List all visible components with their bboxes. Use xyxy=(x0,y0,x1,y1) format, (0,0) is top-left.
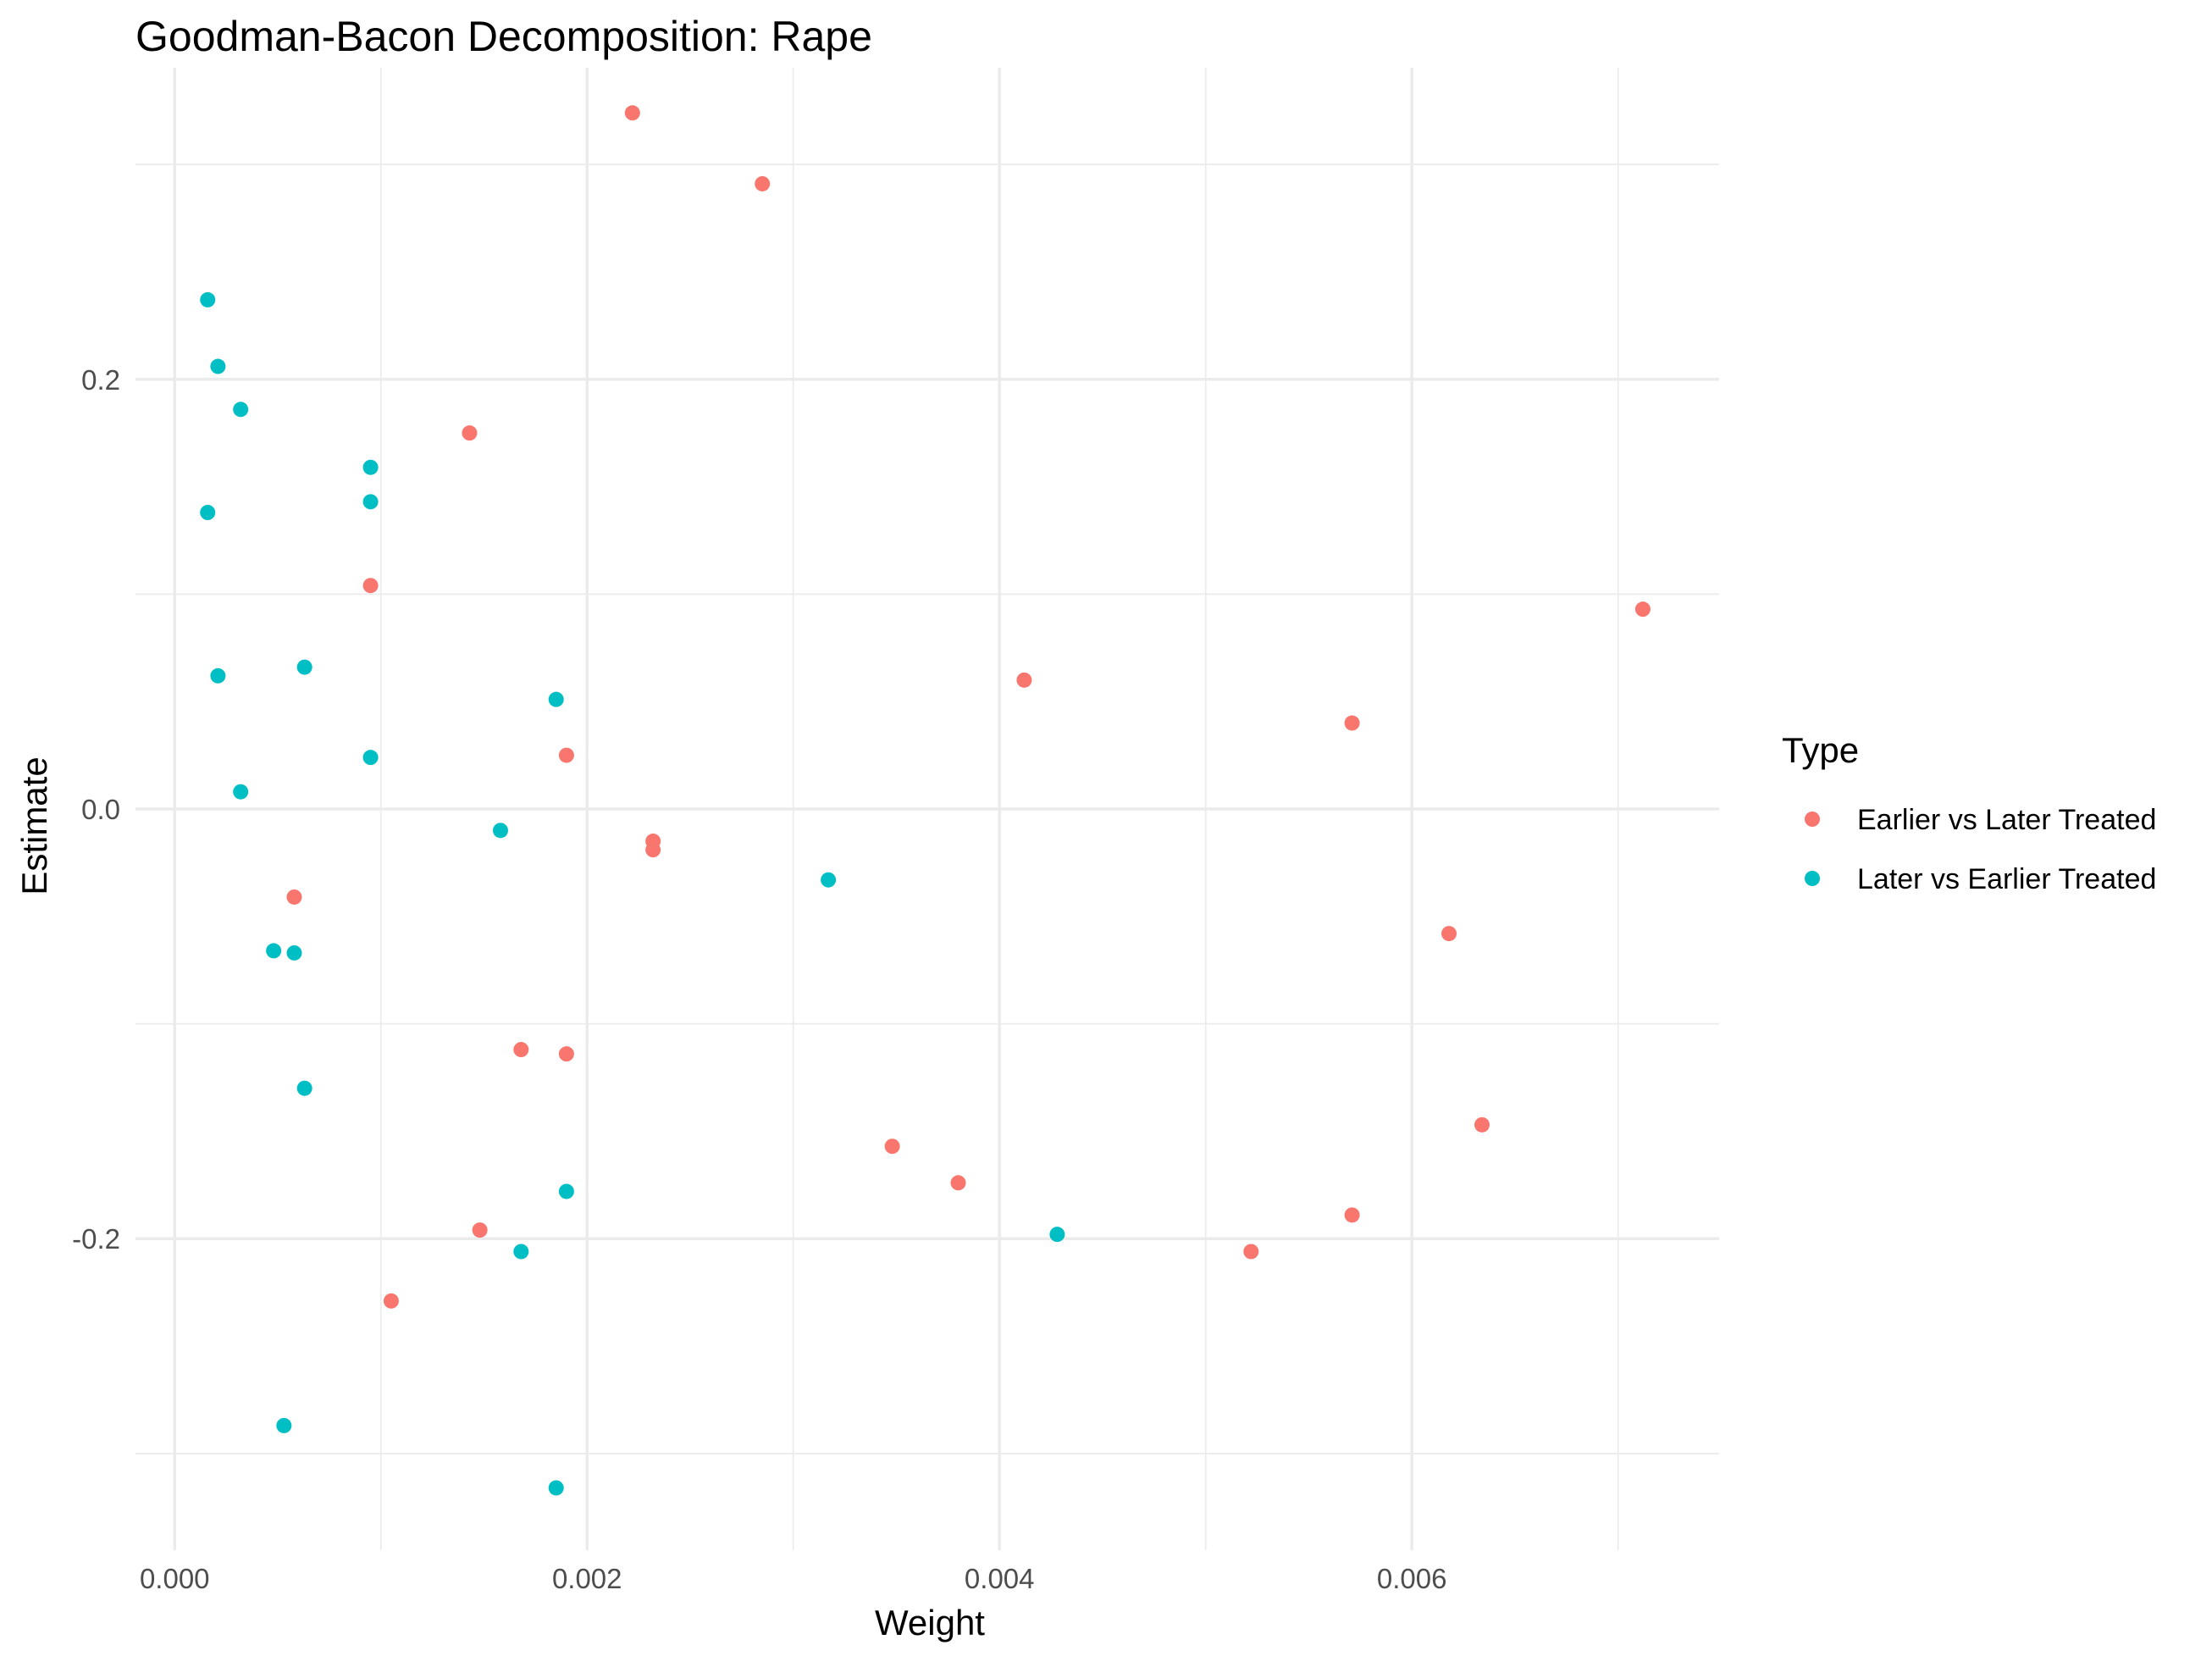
point-later-vs-earlier xyxy=(266,943,282,959)
point-earlier-vs-later xyxy=(950,1175,966,1191)
point-earlier-vs-later xyxy=(286,889,302,905)
y-axis-ticks: -0.2 0.0 0.2 xyxy=(72,364,120,1255)
y-tick-label: -0.2 xyxy=(72,1223,120,1255)
point-earlier-vs-later xyxy=(558,747,574,763)
x-tick-label: 0.002 xyxy=(552,1563,622,1594)
point-earlier-vs-later xyxy=(383,1293,399,1309)
point-later-vs-earlier xyxy=(210,668,226,684)
point-later-vs-earlier xyxy=(362,750,379,766)
point-earlier-vs-later xyxy=(513,1042,529,1058)
x-axis-title: Weight xyxy=(875,1603,985,1643)
data-points xyxy=(200,105,1651,1496)
point-later-vs-earlier xyxy=(821,872,837,888)
point-earlier-vs-later xyxy=(462,425,478,441)
point-earlier-vs-later xyxy=(1474,1116,1490,1133)
point-later-vs-earlier xyxy=(548,691,564,707)
point-earlier-vs-later xyxy=(884,1138,900,1155)
point-earlier-vs-later xyxy=(755,175,771,191)
x-tick-label: 0.000 xyxy=(140,1563,210,1594)
legend-label-later-vs-earlier: Later vs Earlier Treated xyxy=(1857,863,2156,895)
point-later-vs-earlier xyxy=(286,945,302,961)
point-later-vs-earlier xyxy=(492,823,508,839)
point-earlier-vs-later xyxy=(1016,672,1032,688)
y-axis-title: Estimate xyxy=(14,756,54,895)
point-earlier-vs-later xyxy=(1344,715,1360,731)
point-later-vs-earlier xyxy=(233,784,249,800)
x-tick-label: 0.006 xyxy=(1377,1563,1447,1594)
y-tick-label: 0.0 xyxy=(81,794,120,825)
point-later-vs-earlier xyxy=(1049,1227,1065,1243)
point-earlier-vs-later xyxy=(558,1046,574,1062)
y-tick-label: 0.2 xyxy=(81,364,120,396)
x-axis-ticks: 0.000 0.002 0.004 0.006 xyxy=(140,1563,1447,1594)
legend-key-earlier-vs-later xyxy=(1805,812,1820,827)
point-later-vs-earlier xyxy=(210,358,226,374)
point-earlier-vs-later xyxy=(1441,926,1457,942)
legend-title: Type xyxy=(1782,730,1859,770)
point-later-vs-earlier xyxy=(558,1183,574,1199)
point-earlier-vs-later xyxy=(624,105,640,121)
x-tick-label: 0.004 xyxy=(965,1563,1035,1594)
point-later-vs-earlier xyxy=(296,659,312,675)
chart-title: Goodman-Bacon Decomposition: Rape xyxy=(135,13,872,60)
legend-key-later-vs-earlier xyxy=(1805,871,1820,886)
point-later-vs-earlier xyxy=(296,1080,312,1096)
point-earlier-vs-later xyxy=(1634,601,1651,618)
point-earlier-vs-later xyxy=(645,842,661,858)
point-later-vs-earlier xyxy=(200,291,216,307)
point-later-vs-earlier xyxy=(548,1480,564,1496)
point-earlier-vs-later xyxy=(472,1222,488,1238)
point-later-vs-earlier xyxy=(513,1244,529,1260)
point-later-vs-earlier xyxy=(362,494,379,510)
point-later-vs-earlier xyxy=(200,505,216,520)
point-earlier-vs-later xyxy=(1344,1207,1360,1223)
point-later-vs-earlier xyxy=(362,459,379,475)
legend: Type Earlier vs Later Treated Later vs E… xyxy=(1782,730,2156,895)
point-earlier-vs-later xyxy=(362,578,379,594)
point-later-vs-earlier xyxy=(233,402,249,418)
point-later-vs-earlier xyxy=(276,1417,292,1433)
point-earlier-vs-later xyxy=(1243,1244,1259,1260)
major-grid xyxy=(135,68,1719,1550)
legend-label-earlier-vs-later: Earlier vs Later Treated xyxy=(1857,804,2156,836)
